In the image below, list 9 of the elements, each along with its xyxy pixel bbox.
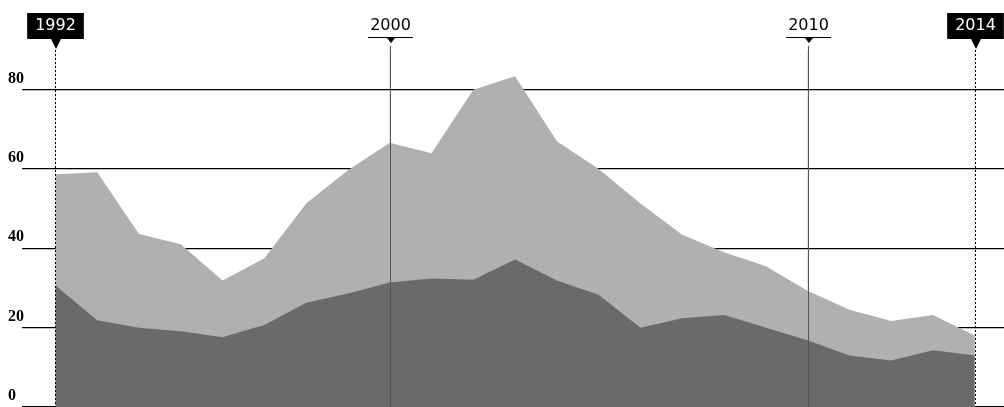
y-tick-label: 60: [8, 148, 24, 166]
y-tick-label: 40: [8, 227, 24, 245]
y-tick-label: 80: [8, 68, 24, 86]
x-tick-label: 2000: [370, 15, 411, 35]
x-tick-label: 2014: [955, 15, 996, 35]
x-tick-label: 2010: [788, 15, 829, 35]
y-tick-label: 20: [8, 306, 24, 324]
y-tick-label: 0: [8, 386, 16, 404]
x-tick-label: 1992: [35, 15, 76, 35]
